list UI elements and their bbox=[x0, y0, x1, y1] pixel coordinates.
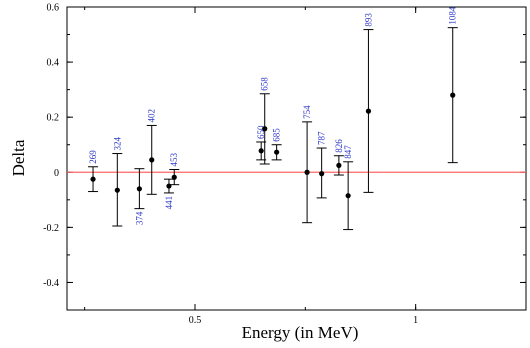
y-tick-label: -0.2 bbox=[43, 223, 59, 234]
y-tick-label: 0 bbox=[54, 168, 59, 179]
tick-labels: 0.6 0.4 0.2 0 -0.2 -0.4 0.5 1 bbox=[43, 3, 418, 327]
data-point-group: 893 bbox=[363, 13, 374, 193]
data-point-group: 1084 bbox=[447, 6, 458, 164]
data-point-label: 847 bbox=[343, 145, 353, 159]
data-point-label: 324 bbox=[112, 137, 122, 151]
data-point-label: 1084 bbox=[448, 6, 458, 25]
data-point-label: 650 bbox=[256, 125, 266, 139]
y-tick-label: 0.6 bbox=[47, 3, 60, 14]
data-point bbox=[149, 157, 155, 163]
data-point bbox=[345, 193, 351, 199]
data-point-label: 441 bbox=[164, 196, 174, 210]
data-point bbox=[365, 108, 372, 114]
data-point bbox=[114, 187, 120, 193]
data-point bbox=[450, 92, 456, 98]
data-point-group: 324 bbox=[112, 137, 123, 227]
data-point-group: 453 bbox=[169, 153, 180, 186]
data-point-label: 826 bbox=[334, 139, 344, 153]
data-point-group: 826 bbox=[333, 139, 344, 176]
data-point-label: 402 bbox=[147, 109, 157, 123]
data-point bbox=[274, 149, 280, 155]
x-tick-label: 1 bbox=[413, 315, 418, 326]
data-point-group: 847 bbox=[343, 145, 354, 231]
data-point-label: 754 bbox=[302, 105, 312, 119]
data-point-group: 787 bbox=[316, 131, 327, 199]
data-point bbox=[136, 186, 142, 192]
data-point-label: 685 bbox=[272, 128, 282, 142]
data-point-label: 893 bbox=[363, 13, 373, 27]
x-axis-title: Energy (in MeV) bbox=[242, 323, 359, 342]
data-point-group: 754 bbox=[302, 105, 313, 224]
data-point-label: 269 bbox=[88, 150, 98, 164]
y-axis-title: Delta bbox=[9, 139, 28, 176]
data-point-label: 787 bbox=[317, 131, 327, 145]
data-point bbox=[304, 169, 310, 175]
y-tick-label: 0.4 bbox=[47, 58, 60, 69]
data-point-group: 658 bbox=[259, 77, 270, 165]
data-point bbox=[262, 126, 268, 132]
y-tick-label: -0.4 bbox=[43, 278, 59, 289]
data-point-group: 269 bbox=[88, 150, 99, 193]
data-point bbox=[171, 174, 177, 180]
data-point bbox=[90, 176, 96, 182]
data-point bbox=[319, 171, 325, 177]
data-point-group: 374 bbox=[134, 168, 145, 225]
data-point-label: 374 bbox=[134, 211, 144, 225]
data-point-label: 658 bbox=[260, 77, 270, 91]
data-point-group: 402 bbox=[146, 109, 157, 195]
x-tick-label: 0.5 bbox=[189, 315, 202, 326]
data-points: 269 324 374 402 441 453 650 658 685 754 787 826 847 8… bbox=[88, 6, 458, 231]
plot-area-frame bbox=[66, 6, 527, 311]
data-point-group: 441 bbox=[163, 178, 174, 210]
y-tick-label: 0.2 bbox=[47, 113, 60, 124]
data-point-group: 685 bbox=[271, 128, 282, 161]
data-point-label: 453 bbox=[169, 153, 179, 167]
data-point bbox=[336, 162, 342, 168]
data-point bbox=[258, 148, 264, 154]
